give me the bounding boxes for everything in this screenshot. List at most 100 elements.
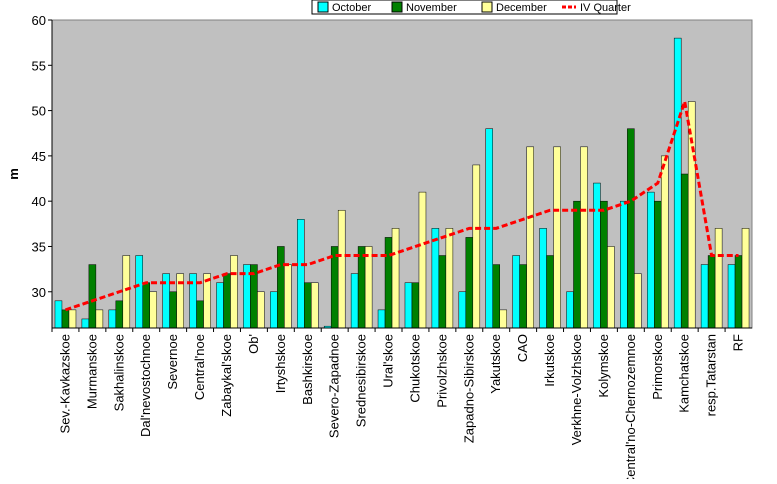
legend-label: December <box>496 2 547 14</box>
bar <box>472 164 481 329</box>
bar <box>647 191 655 329</box>
bar <box>68 309 77 329</box>
x-tick-label: Bashkirskoe <box>300 334 315 405</box>
legend-label: October <box>332 2 371 14</box>
legend-label: November <box>406 2 457 14</box>
bar <box>216 282 224 329</box>
bar <box>546 255 554 329</box>
bar <box>196 300 204 329</box>
bar <box>364 246 373 329</box>
bar <box>357 246 366 329</box>
x-tick-label: Sev.-Kavkazskoe <box>57 334 72 433</box>
bar <box>223 273 231 329</box>
x-tick-label: Murmanskoe <box>84 334 99 409</box>
bar <box>108 309 117 329</box>
bar <box>330 246 339 329</box>
bar <box>270 291 278 329</box>
x-tick-label: Kolymskoe <box>596 334 611 398</box>
bar <box>81 318 90 329</box>
x-tick-label: Central'no-Chernozemnoe <box>623 334 638 479</box>
x-tick-label: Central'noe <box>192 334 207 400</box>
bar <box>707 255 716 329</box>
x-tick-label: Primorskoe <box>650 334 665 400</box>
bar <box>714 228 723 329</box>
x-tick-label: Ob' <box>246 334 261 354</box>
bar <box>680 173 689 329</box>
bar <box>431 228 440 329</box>
bar <box>607 246 615 329</box>
bar <box>741 228 750 329</box>
bar <box>492 264 500 329</box>
bar <box>297 219 305 329</box>
x-tick-label: Yakutskoe <box>488 334 503 394</box>
bar <box>95 309 104 329</box>
bar <box>337 209 346 329</box>
bar <box>257 291 265 329</box>
bar <box>465 237 474 329</box>
bar <box>687 101 696 329</box>
bar <box>391 228 400 329</box>
x-tick-label: RF <box>731 334 746 351</box>
y-tick-label: 60 <box>32 13 46 28</box>
bar <box>350 273 359 329</box>
bar <box>411 282 420 329</box>
y-tick-label: 40 <box>32 194 46 209</box>
bar <box>512 255 520 329</box>
bar <box>673 37 682 329</box>
bar <box>734 255 743 329</box>
x-tick-label: Irtyshskoe <box>273 334 288 393</box>
bar <box>661 155 669 329</box>
bar <box>88 264 97 329</box>
bar <box>627 128 635 329</box>
bar <box>620 200 628 329</box>
bar <box>600 200 608 329</box>
x-tick-label: CAO <box>515 334 530 362</box>
bar <box>142 282 150 329</box>
bar <box>122 255 131 329</box>
bar <box>634 273 642 329</box>
bar <box>169 291 177 329</box>
bar <box>580 146 588 329</box>
y-tick-label: 30 <box>32 285 46 300</box>
bar <box>727 264 736 329</box>
bar <box>553 146 561 329</box>
x-tick-label: Irkutskoe <box>542 334 557 387</box>
x-tick-label: Srednesibirskoe <box>354 334 369 427</box>
line <box>64 101 739 312</box>
x-tick-label: Sakhalinskoe <box>111 334 126 411</box>
x-tick-label: Severnoe <box>165 334 180 390</box>
y-tick-label: 50 <box>32 104 46 119</box>
x-tick-label: Zabaykal'skoe <box>219 334 234 417</box>
bar <box>384 237 393 329</box>
y-tick-label: 45 <box>32 149 46 164</box>
bar <box>438 255 447 329</box>
bar <box>445 228 454 329</box>
bar <box>593 182 601 329</box>
bar <box>526 146 534 329</box>
legend-box <box>311 0 618 15</box>
legend-label: IV Quarter <box>580 2 631 14</box>
bar <box>54 300 63 329</box>
bar <box>566 291 574 329</box>
x-tick-label: Privolzhskoe <box>434 334 449 408</box>
bar <box>404 282 413 329</box>
x-tick-label: Zapadno-Sibirskoe <box>461 334 476 443</box>
bar <box>115 300 124 329</box>
legend-swatch <box>481 1 493 13</box>
x-tick-label: Verkhne-Volzhskoe <box>569 334 584 445</box>
bar <box>149 291 157 329</box>
bar <box>573 200 581 329</box>
legend-swatch <box>391 1 403 13</box>
x-tick-label: Ural'skoe <box>381 334 396 388</box>
bar <box>304 282 312 329</box>
x-tick-label: Kamchatskoe <box>677 334 692 413</box>
bar <box>230 255 238 329</box>
bar <box>277 246 285 329</box>
x-tick-label: Dal'nevostochnoe <box>138 334 153 437</box>
bar <box>654 200 662 329</box>
bar <box>418 191 427 329</box>
bar <box>311 282 319 329</box>
bar <box>61 309 70 329</box>
y-axis-label: m <box>6 168 21 180</box>
